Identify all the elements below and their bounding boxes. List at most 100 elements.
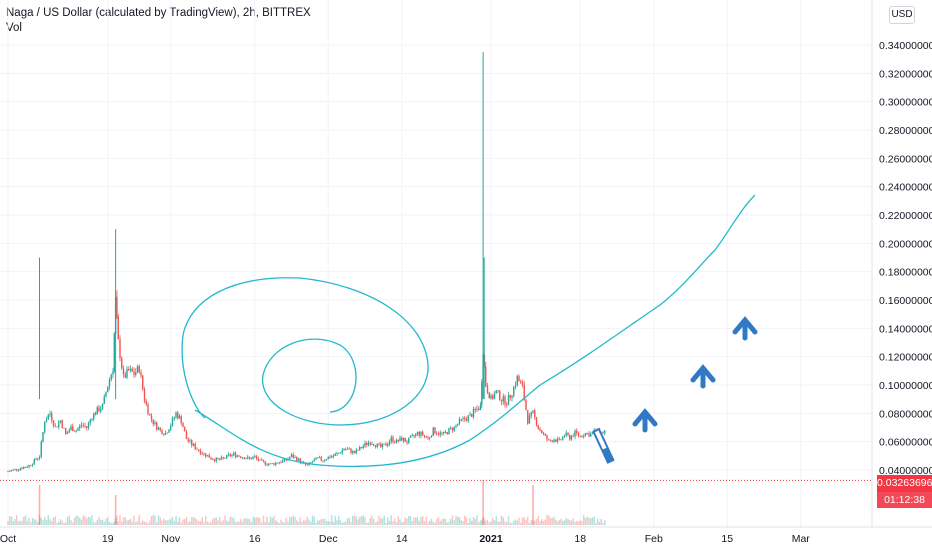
candle-body [602, 432, 604, 434]
volume-bar [140, 522, 142, 525]
candle-body [404, 438, 406, 442]
volume-bar [513, 520, 515, 525]
volume-bar [107, 517, 109, 525]
candle-body [329, 456, 331, 458]
candle-body [511, 395, 513, 398]
candle-body [604, 430, 606, 434]
volume-bar [462, 521, 464, 525]
candle-body [147, 404, 149, 414]
volume-bar [586, 516, 588, 525]
volume-bar [164, 520, 167, 525]
volume-bar [511, 522, 513, 525]
candle-body [14, 468, 16, 470]
volume-bar [70, 520, 72, 525]
candle-body [381, 444, 384, 448]
candle-body [439, 432, 441, 435]
volume-bar [560, 518, 562, 525]
candle-body [383, 443, 385, 445]
volume-label[interactable]: Vol [6, 22, 22, 34]
volume-bar [569, 520, 571, 525]
volume-bar [82, 515, 84, 525]
candle-body [217, 457, 219, 460]
volume-bar [252, 516, 254, 525]
candle-body [474, 409, 476, 410]
symbol-title[interactable]: Naga / US Dollar (calculated by TradingV… [6, 7, 311, 19]
volume-bar [58, 521, 60, 525]
volume-bar [250, 522, 252, 525]
volume-bar [278, 522, 280, 525]
volume-bar [495, 515, 497, 525]
candle-body [324, 460, 326, 461]
volume-bar [523, 517, 525, 525]
candle-body [551, 440, 553, 442]
price-axis[interactable]: 0.34000000 0.32000000 0.30000000 0.28000000… [871, 0, 932, 527]
candle-body [58, 422, 60, 428]
candle-body [457, 423, 459, 426]
candle-body [576, 430, 578, 434]
volume-bar [45, 520, 48, 525]
candle-body [205, 453, 207, 457]
volume-bar [366, 522, 368, 525]
candle-body [429, 437, 431, 439]
candle-body [173, 417, 175, 419]
volume-bar [541, 519, 543, 525]
volume-bar [59, 519, 62, 525]
volume-bar [388, 520, 391, 525]
volume-bar [518, 517, 520, 525]
candle-body [122, 368, 125, 375]
volume-bar [369, 517, 371, 525]
chart-header: Naga / US Dollar (calculated by TradingV… [6, 6, 311, 36]
volume-bar [598, 521, 601, 525]
volume-bar [54, 516, 56, 525]
volume-bar [411, 521, 413, 525]
candle-body [542, 433, 545, 434]
volume-bar [205, 516, 207, 525]
volume-bar [245, 518, 247, 525]
candle-body [532, 410, 534, 413]
volume-bar [182, 519, 184, 525]
volume-bar [492, 517, 494, 525]
currency-badge[interactable]: USD [889, 6, 915, 24]
candle-body [476, 408, 478, 410]
candle-body [21, 468, 23, 470]
candle-body [19, 468, 21, 470]
volume-bar [114, 517, 117, 525]
volume-bar [352, 515, 354, 525]
volume-bar [100, 519, 102, 525]
candle-body [464, 418, 466, 420]
volume-bar [147, 522, 149, 525]
volume-bar [376, 521, 378, 525]
candle-body [366, 442, 368, 445]
volume-bar [486, 519, 489, 525]
candle-body [458, 418, 461, 424]
volume-bar [108, 522, 111, 525]
volume-bar [145, 522, 147, 525]
time-axis[interactable]: Oct 19 Nov 16 Dec 14 2021 18 Feb 15 Mar [0, 526, 932, 545]
volume-bar [283, 522, 286, 525]
user-drawings[interactable] [181, 194, 758, 468]
volume-bar [488, 522, 490, 525]
volume-bar [458, 517, 461, 525]
candle-body [499, 390, 501, 401]
volume-bar [530, 519, 532, 525]
candle-body [488, 392, 490, 399]
volume-bar [338, 516, 340, 525]
volume-bar [474, 518, 476, 525]
candle-body [103, 396, 105, 404]
volume-bar [220, 521, 223, 525]
volume-bar [521, 517, 524, 525]
candle-body [10, 470, 13, 472]
candle-body [348, 448, 350, 450]
volume-bar [378, 515, 380, 525]
volume-bar [255, 517, 258, 525]
bar-countdown-badge: 01:12:38 [877, 492, 932, 508]
candle-body [455, 425, 457, 427]
volume-bar [156, 522, 158, 525]
volume-bar [215, 517, 217, 525]
candle-body [33, 458, 35, 465]
volume-bar [89, 517, 91, 525]
candle-body [507, 395, 510, 406]
volume-bar [185, 516, 188, 525]
volume-bar [436, 518, 438, 525]
